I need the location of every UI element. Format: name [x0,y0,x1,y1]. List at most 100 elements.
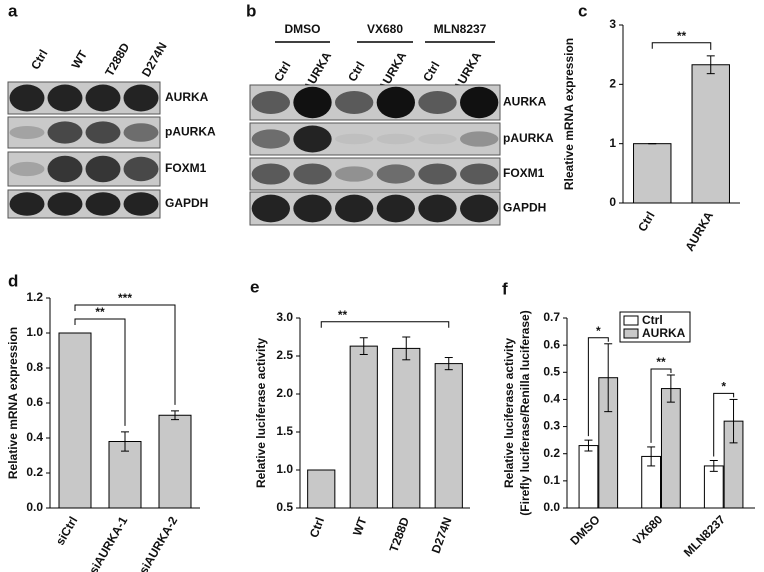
y-tick-label: 0.5 [276,500,293,514]
y-tick-label: 1.0 [276,462,293,476]
row-label: AURKA [165,90,209,104]
bracket [74,304,176,405]
lane-label: Ctrl [345,59,367,84]
blot-band [293,163,332,185]
bar [691,64,730,204]
blot-band [251,129,290,149]
blot-band [418,163,457,185]
blot-strip [249,157,501,191]
y-tick-label: 1.2 [26,290,43,304]
bar [703,465,724,509]
blot-band [85,84,121,112]
x-tick-label: siAURKA-2 [136,514,180,572]
panel-label: b [246,1,256,20]
y-axis-label: (Firefly luciferase/Renilla luciferase) [518,310,532,515]
x-tick-label: AURKA [682,209,716,254]
x-tick-label: siAURKA-1 [86,514,130,572]
blot-band [460,131,499,147]
row-label: GAPDH [165,196,208,210]
bracket [320,321,450,328]
blot-band [460,163,499,185]
lane-label: Ctrl [420,59,442,84]
panel-label: e [250,277,259,296]
x-tick-label: WT [350,515,370,538]
y-tick-label: 0.6 [26,395,43,409]
row-label: GAPDH [503,201,546,215]
bracket [713,392,735,457]
blot-band [460,86,499,119]
bar [349,345,378,509]
blot-band [335,133,374,145]
blot-band [335,90,374,115]
panel-label: d [8,271,18,290]
blot-band [47,155,83,183]
y-tick-label: 0.7 [543,310,560,324]
row-label: FOXM1 [503,166,545,180]
y-tick-label: 3.0 [276,310,293,324]
blot-band [418,194,457,223]
blot-band [123,123,159,142]
legend-swatch [623,315,639,326]
y-tick-label: 0.4 [26,430,43,444]
group-label: DMSO [285,22,321,36]
y-tick-label: 0.6 [543,337,560,351]
blot-band [9,161,45,177]
blot-band [376,164,416,184]
blot-band [9,192,45,216]
annotation: ** [95,305,105,319]
bar [633,143,672,204]
annotation: * [721,380,726,394]
annotation: ** [677,29,687,43]
legend-label: Ctrl [642,313,663,327]
y-tick-label: 2.5 [276,348,293,362]
bracket [587,337,609,437]
y-tick-label: 0.8 [26,360,43,374]
blot-band [85,192,121,216]
y-axis-label: Relative mRNA expression [6,327,20,479]
x-tick-label: DMSO [567,512,602,547]
x-tick-label: MLN8237 [681,512,728,559]
bar [392,347,421,509]
y-tick-label: 0 [609,195,616,209]
blot-band [460,194,499,223]
blot-band [47,84,83,112]
blot-band [293,86,332,119]
blot-band [335,194,374,223]
bar [158,414,192,509]
y-axis-label: Rleative mRNA expression [562,38,576,190]
blot-band [123,192,159,216]
panel-label: f [502,279,508,298]
blot-strip [249,191,501,226]
panel-label: a [8,1,18,20]
bracket [650,368,672,443]
blot-band [85,155,121,183]
annotation: *** [118,291,132,305]
lane-label: Ctrl [28,47,50,72]
y-tick-label: 1.5 [276,424,293,438]
x-tick-label: D274N [429,515,455,555]
y-tick-label: 0.2 [26,465,43,479]
x-tick-label: Ctrl [635,209,657,234]
blot-band [47,192,83,216]
y-tick-label: 3 [609,17,616,31]
group-label: MLN8237 [434,22,487,36]
lane-label: T288D [102,40,132,78]
legend-label: AURKA [642,326,686,340]
bracket [74,318,126,426]
x-tick-label: T288D [387,515,413,554]
x-tick-label: siCtrl [53,514,80,548]
y-axis-label: Relative luciferase activity [254,338,268,488]
row-label: pAURKA [503,131,554,145]
y-tick-label: 1.0 [26,325,43,339]
blot-band [123,84,159,112]
y-tick-label: 2.0 [276,386,293,400]
bar [578,445,599,509]
bar [58,332,92,509]
blot-band [418,90,457,115]
y-tick-label: 1 [609,136,616,150]
x-tick-label: Ctrl [307,515,327,539]
blot-band [376,194,416,223]
bar [307,469,336,509]
blot-band [47,121,83,144]
